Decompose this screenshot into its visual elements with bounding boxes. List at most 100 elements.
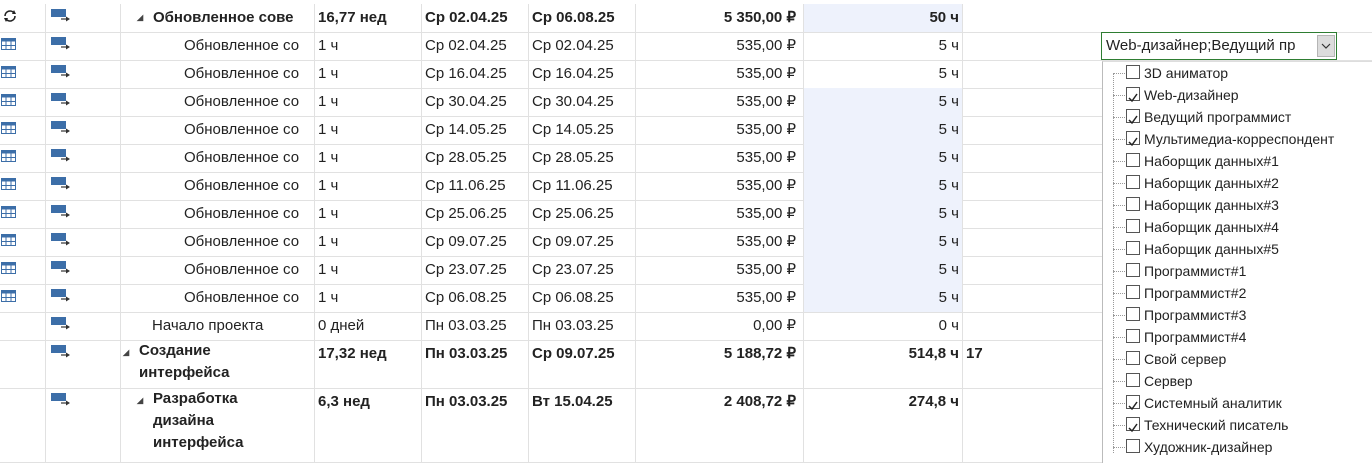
work-cell[interactable]: 5 ч [804, 32, 963, 60]
cost-cell[interactable]: 2 408,72 ₽ [636, 388, 804, 462]
finish-date-cell[interactable]: Ср 06.08.25 [529, 4, 636, 32]
cost-cell[interactable]: 535,00 ₽ [636, 256, 804, 284]
work-cell[interactable]: 5 ч [804, 172, 963, 200]
resource-option[interactable]: Свой сервер [1103, 348, 1372, 370]
task-row[interactable]: Обновленное со 1 ч Ср 14.05.25 Ср 14.05.25 5… [0, 116, 1372, 145]
predecessors-cell[interactable] [963, 312, 1102, 340]
work-cell[interactable]: 5 ч [804, 200, 963, 228]
work-cell[interactable]: 5 ч [804, 284, 963, 312]
task-name-cell[interactable]: Обновленное со [121, 284, 315, 312]
duration-cell[interactable]: 1 ч [315, 60, 422, 88]
finish-date-cell[interactable]: Ср 11.06.25 [529, 172, 636, 200]
resource-option[interactable]: Системный аналитик [1103, 392, 1372, 414]
task-row[interactable]: Обновленное со 1 ч Ср 06.08.25 Ср 06.08.25 5… [0, 284, 1372, 313]
start-date-cell[interactable]: Ср 30.04.25 [422, 88, 529, 116]
duration-cell[interactable]: 1 ч [315, 172, 422, 200]
resource-option[interactable]: Программист#1 [1103, 260, 1372, 282]
predecessors-cell[interactable] [963, 200, 1102, 228]
task-mode-cell[interactable] [46, 144, 121, 172]
start-date-cell[interactable]: Ср 25.06.25 [422, 200, 529, 228]
resource-option[interactable]: Сервер [1103, 370, 1372, 392]
resource-option[interactable]: Технический писатель [1103, 414, 1372, 436]
task-name-cell[interactable]: Обновленное со [121, 144, 315, 172]
work-cell[interactable]: 514,8 ч [804, 340, 963, 388]
task-row[interactable]: Обновленное со 1 ч Ср 11.06.25 Ср 11.06.25 5… [0, 172, 1372, 201]
cost-cell[interactable]: 535,00 ₽ [636, 284, 804, 312]
task-row[interactable]: Обновленное со 1 ч Ср 09.07.25 Ср 09.07.25 5… [0, 228, 1372, 257]
task-name-cell[interactable]: ◢ Разработка дизайна интерфейса [121, 388, 315, 462]
resource-option[interactable]: Художник-дизайнер [1103, 436, 1372, 458]
cost-cell[interactable]: 535,00 ₽ [636, 144, 804, 172]
resource-option[interactable]: Наборщик данных#5 [1103, 238, 1372, 260]
resource-option[interactable]: Программист#2 [1103, 282, 1372, 304]
work-cell[interactable]: 50 ч [804, 4, 963, 32]
start-date-cell[interactable]: Пн 03.03.25 [422, 388, 529, 462]
start-date-cell[interactable]: Пн 03.03.25 [422, 340, 529, 388]
work-cell[interactable]: 274,8 ч [804, 388, 963, 462]
predecessors-cell[interactable] [963, 116, 1102, 144]
checkbox[interactable] [1126, 439, 1140, 453]
cost-cell[interactable]: 0,00 ₽ [636, 312, 804, 340]
finish-date-cell[interactable]: Ср 09.07.25 [529, 340, 636, 388]
start-date-cell[interactable]: Пн 03.03.25 [422, 312, 529, 340]
start-date-cell[interactable]: Ср 16.04.25 [422, 60, 529, 88]
predecessors-cell[interactable] [963, 228, 1102, 256]
finish-date-cell[interactable]: Ср 30.04.25 [529, 88, 636, 116]
task-name-cell[interactable]: Обновленное со [121, 88, 315, 116]
task-name-cell[interactable]: Обновленное со [121, 256, 315, 284]
resource-option[interactable]: Наборщик данных#4 [1103, 216, 1372, 238]
resource-option[interactable]: Программист#3 [1103, 304, 1372, 326]
predecessors-cell[interactable] [963, 4, 1102, 32]
work-cell[interactable]: 5 ч [804, 144, 963, 172]
checkbox[interactable] [1126, 307, 1140, 321]
work-cell[interactable]: 5 ч [804, 88, 963, 116]
checkbox[interactable] [1126, 197, 1140, 211]
start-date-cell[interactable]: Ср 14.05.25 [422, 116, 529, 144]
checkbox[interactable] [1126, 153, 1140, 167]
task-mode-cell[interactable] [46, 116, 121, 144]
finish-date-cell[interactable]: Ср 09.07.25 [529, 228, 636, 256]
start-date-cell[interactable]: Ср 28.05.25 [422, 144, 529, 172]
task-row[interactable]: Обновленное со 1 ч Ср 02.04.25 Ср 02.04.25 5… [0, 32, 1372, 61]
checkbox[interactable] [1126, 263, 1140, 277]
task-name-cell[interactable]: Обновленное со [121, 228, 315, 256]
collapse-triangle-icon[interactable]: ◢ [137, 396, 144, 405]
checkbox[interactable] [1126, 285, 1140, 299]
finish-date-cell[interactable]: Ср 25.06.25 [529, 200, 636, 228]
task-mode-cell[interactable] [46, 32, 121, 60]
cost-cell[interactable]: 535,00 ₽ [636, 60, 804, 88]
task-row[interactable]: Обновленное со 1 ч Ср 30.04.25 Ср 30.04.25 5… [0, 88, 1372, 117]
task-name-cell[interactable]: Обновленное со [121, 200, 315, 228]
predecessors-cell[interactable] [963, 32, 1102, 60]
finish-date-cell[interactable]: Ср 28.05.25 [529, 144, 636, 172]
task-name-cell[interactable]: Начало проекта [121, 312, 315, 340]
duration-cell[interactable]: 6,3 нед [315, 388, 422, 462]
cost-cell[interactable]: 5 350,00 ₽ [636, 4, 804, 32]
combo-dropdown-button[interactable] [1317, 35, 1335, 57]
task-row[interactable]: Обновленное со 1 ч Ср 25.06.25 Ср 25.06.25 5… [0, 200, 1372, 229]
task-mode-cell[interactable] [46, 88, 121, 116]
resource-option[interactable]: Наборщик данных#1 [1103, 150, 1372, 172]
finish-date-cell[interactable]: Ср 23.07.25 [529, 256, 636, 284]
start-date-cell[interactable]: Ср 02.04.25 [422, 4, 529, 32]
checkbox[interactable] [1126, 329, 1140, 343]
resource-option[interactable]: Web-дизайнер [1103, 84, 1372, 106]
predecessors-cell[interactable] [963, 88, 1102, 116]
checkbox[interactable] [1126, 87, 1140, 103]
finish-date-cell[interactable]: Ср 14.05.25 [529, 116, 636, 144]
cost-cell[interactable]: 535,00 ₽ [636, 88, 804, 116]
task-mode-cell[interactable] [46, 200, 121, 228]
duration-cell[interactable]: 1 ч [315, 256, 422, 284]
checkbox[interactable] [1126, 417, 1140, 433]
predecessors-cell[interactable]: 17 [966, 345, 983, 362]
finish-date-cell[interactable]: Ср 16.04.25 [529, 60, 636, 88]
cost-cell[interactable]: 535,00 ₽ [636, 116, 804, 144]
duration-cell[interactable]: 1 ч [315, 144, 422, 172]
start-date-cell[interactable]: Ср 06.08.25 [422, 284, 529, 312]
predecessors-cell[interactable] [963, 144, 1102, 172]
duration-cell[interactable]: 1 ч [315, 88, 422, 116]
checkbox[interactable] [1126, 131, 1140, 147]
work-cell[interactable]: 5 ч [804, 228, 963, 256]
task-name-cell[interactable]: ◢ Обновленное сове [121, 4, 315, 32]
work-cell[interactable]: 5 ч [804, 116, 963, 144]
